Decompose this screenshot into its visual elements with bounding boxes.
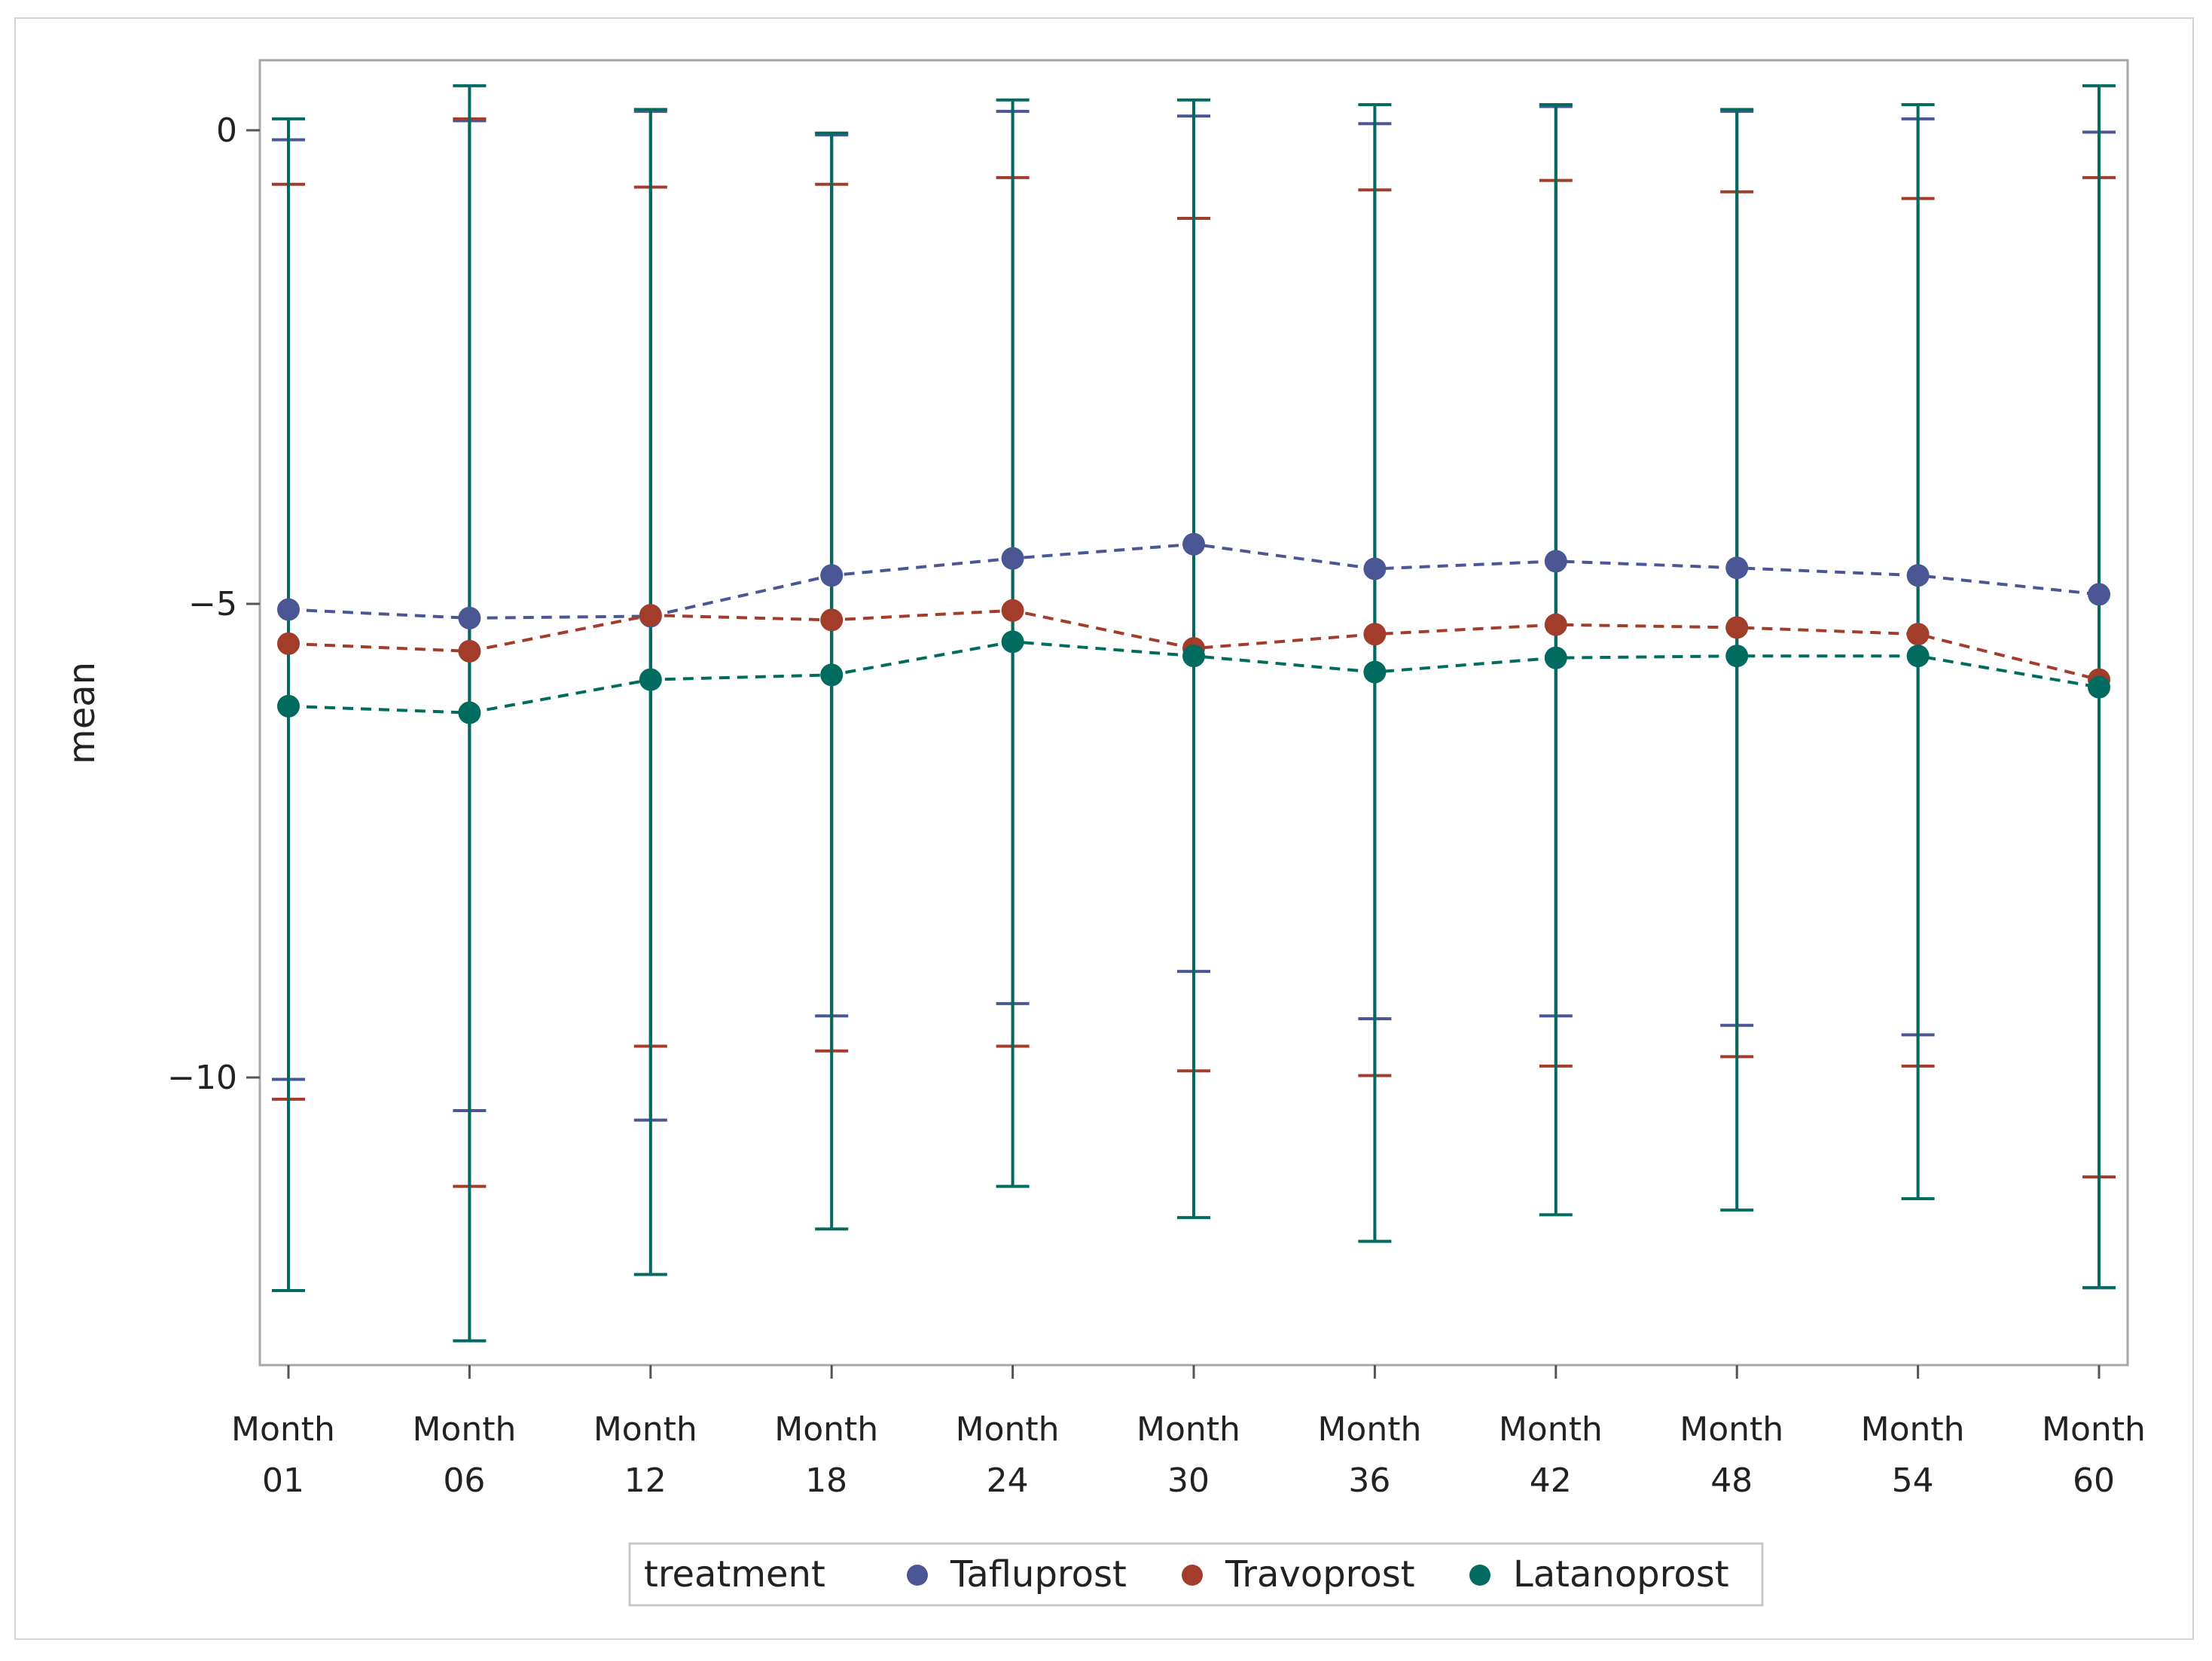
x-tick-label-line1: Month [593, 1410, 697, 1449]
tafluprost-point [1544, 550, 1567, 573]
x-tick-label-line1: Month [412, 1410, 516, 1449]
legend: treatment Tafluprost Travoprost Latanopros… [628, 1542, 1764, 1607]
travoprost-point [639, 604, 662, 627]
y-tick-label: 0 [216, 111, 237, 150]
travoprost-legend-marker [1182, 1565, 1203, 1586]
x-tick-label-line2: 36 [1348, 1461, 1390, 1500]
travoprost-point [277, 632, 300, 655]
latanoprost-point [1363, 660, 1387, 684]
latanoprost-point [1906, 645, 1930, 668]
latanoprost-point [1182, 645, 1205, 668]
tafluprost-legend-marker [907, 1565, 928, 1586]
y-tick-label: −5 [188, 585, 237, 623]
y-axis-title: mean [61, 662, 103, 764]
travoprost-point [1363, 623, 1387, 646]
latanoprost-legend-marker [1469, 1565, 1490, 1586]
x-tick-label-line1: Month [774, 1410, 878, 1449]
x-axis: Month 01 Month 06 Month 12 Month 18 Month 24 Month… [231, 1365, 2146, 1500]
y-tick-label: −10 [167, 1059, 237, 1097]
x-tick-label-line1: Month [2042, 1410, 2146, 1449]
travoprost-point [1001, 599, 1024, 622]
tafluprost-point [820, 564, 844, 587]
x-tick-label-line2: 24 [987, 1461, 1029, 1500]
x-tick-label-line2: 01 [262, 1461, 304, 1500]
latanoprost-point [1544, 646, 1567, 669]
legend-title: treatment [644, 1553, 825, 1595]
travoprost-point [1725, 616, 1749, 639]
x-tick-label-line1: Month [1317, 1410, 1421, 1449]
latanoprost-point [1001, 630, 1024, 654]
travoprost-point [1544, 613, 1567, 636]
x-tick-label-line2: 60 [2073, 1461, 2115, 1500]
travoprost-point [1906, 623, 1930, 646]
travoprost-legend-label: Travoprost [1225, 1553, 1415, 1595]
latanoprost-point [1725, 645, 1749, 668]
x-tick-label-line1: Month [1861, 1410, 1965, 1449]
y-axis: 0 −5 −10 [167, 111, 260, 1097]
tafluprost-point [277, 598, 300, 621]
tafluprost-point [458, 606, 481, 629]
tafluprost-point [1906, 564, 1930, 587]
latanoprost-legend-label: Latanoprost [1513, 1553, 1729, 1595]
travoprost-point [820, 608, 844, 632]
x-tick-label-line2: 54 [1892, 1461, 1934, 1500]
tafluprost-point [1363, 557, 1387, 581]
series-points [277, 532, 2110, 724]
x-tick-label-line1: Month [1680, 1410, 1783, 1449]
x-tick-label-line1: Month [1137, 1410, 1240, 1449]
travoprost-point [458, 639, 481, 663]
x-tick-label-line1: Month [956, 1410, 1060, 1449]
x-tick-label-line2: 48 [1710, 1461, 1753, 1500]
latanoprost-point [2088, 675, 2110, 699]
x-tick-label-line2: 30 [1167, 1461, 1210, 1500]
x-tick-label-line2: 42 [1530, 1461, 1572, 1500]
x-tick-label-line2: 18 [805, 1461, 847, 1500]
tafluprost-point [2088, 583, 2110, 606]
x-tick-label-line1: Month [1499, 1410, 1603, 1449]
latanoprost-point [639, 668, 662, 691]
legend-items: Tafluprost Travoprost Latanoprost [907, 1553, 1729, 1595]
tafluprost-point [1001, 547, 1024, 570]
tafluprost-point [1725, 556, 1749, 580]
tafluprost-legend-label: Tafluprost [950, 1553, 1127, 1595]
latanoprost-point [820, 663, 844, 687]
tafluprost-point [1182, 532, 1205, 556]
x-tick-label-line2: 06 [443, 1461, 485, 1500]
latanoprost-point [277, 694, 300, 718]
x-tick-label-line1: Month [231, 1410, 335, 1449]
x-tick-label-line2: 12 [624, 1461, 667, 1500]
latanoprost-point [458, 701, 481, 724]
